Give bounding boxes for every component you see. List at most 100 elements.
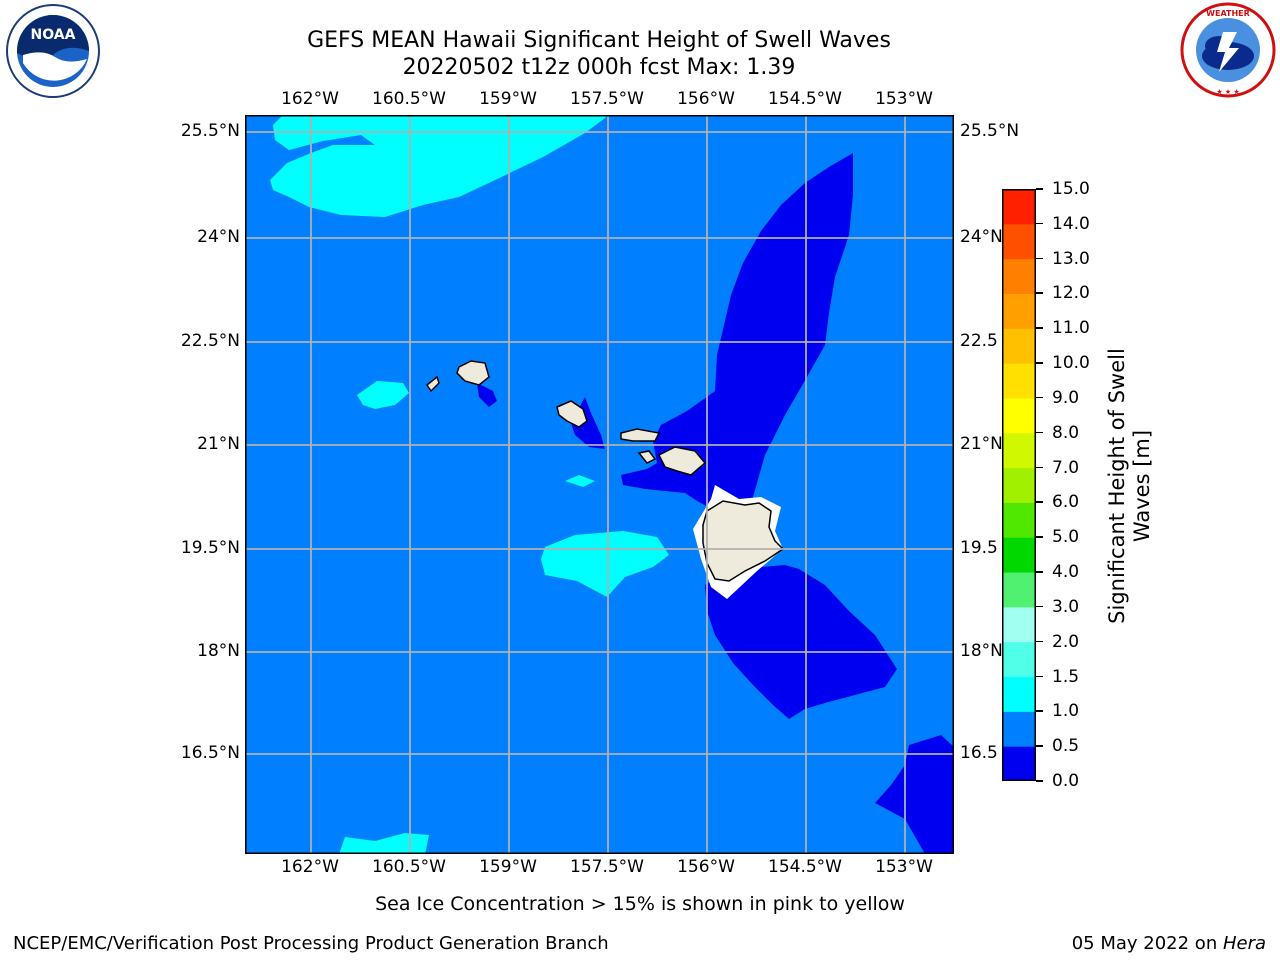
swell-0.0-0.5-region-kauai	[477, 383, 497, 407]
lon-tick-bottom: 160.5°W	[372, 857, 446, 877]
colorbar-tick-label: 13.0	[1052, 248, 1090, 269]
lat-tick-left: 19.5°N	[180, 538, 240, 558]
colorbar-tick-mark	[1036, 222, 1043, 225]
lon-tick-top: 154.5°W	[768, 89, 842, 109]
colorbar-tick-mark	[1036, 188, 1043, 190]
lon-tick-bottom: 157.5°W	[570, 857, 644, 877]
noaa-logo: NOAA	[6, 4, 100, 98]
swell-1.0-1.5-region-kauai-west	[357, 381, 409, 409]
lat-tick-right: 19.5	[960, 538, 998, 558]
svg-text:WEATHER: WEATHER	[1206, 9, 1250, 18]
colorbar-tick-label: 5.0	[1052, 527, 1080, 548]
colorbar-tick-mark	[1036, 431, 1043, 434]
footer-branch: NCEP/EMC/Verification Post Processing Pr…	[13, 933, 609, 954]
land-oahu	[556, 400, 588, 428]
lon-tick-top: 162°W	[281, 89, 339, 109]
colorbar-tick-label: 8.0	[1052, 422, 1080, 443]
lat-tick-left: 22.5°N	[180, 331, 240, 351]
colorbar-frame	[1002, 189, 1036, 781]
land-kauai	[456, 360, 490, 386]
swell-1.0-1.5-region-central-south	[541, 531, 669, 597]
footer-machine: Hera	[1222, 933, 1266, 954]
colorbar-tick-mark	[1036, 396, 1043, 399]
swell-1.0-1.5-region-north	[270, 115, 609, 217]
lat-tick-right: 25.5°N	[960, 121, 1020, 141]
colorbar-tick-mark	[1036, 362, 1043, 364]
colorbar-segment	[1002, 223, 1036, 260]
swell-0.0-0.5-region-southeast	[875, 735, 954, 854]
colorbar	[1002, 189, 1036, 781]
chart-title-line2: 20220502 t12z 000h fcst Max: 1.39	[402, 55, 796, 80]
colorbar-tick-mark	[1036, 327, 1043, 329]
colorbar-tick-label: 3.0	[1052, 596, 1080, 617]
colorbar-tick-label: 6.0	[1052, 492, 1080, 513]
lon-tick-bottom: 162°W	[281, 857, 339, 877]
colorbar-tick-mark	[1036, 780, 1043, 782]
colorbar-segment	[1002, 606, 1036, 643]
swell-1.0-1.5-region-small	[565, 475, 595, 487]
swell-1.0-1.5-region-south-edge	[339, 833, 429, 854]
colorbar-segment	[1002, 502, 1036, 538]
lon-tick-top: 160.5°W	[372, 89, 446, 109]
colorbar-segment	[1002, 676, 1036, 712]
footer-date: 05 May 2022 on Hera	[1072, 933, 1266, 954]
lat-tick-right: 18°N	[960, 641, 1003, 661]
lat-tick-right: 22.5	[960, 331, 998, 351]
lon-tick-top: 159°W	[479, 89, 537, 109]
colorbar-tick-label: 10.0	[1052, 353, 1090, 374]
colorbar-tick-mark	[1036, 501, 1043, 503]
colorbar-label: Significant Height of Swell Waves [m]	[1105, 336, 1155, 636]
colorbar-tick-mark	[1036, 292, 1043, 294]
land-molokai	[620, 428, 661, 442]
colorbar-segment	[1002, 258, 1036, 294]
colorbar-tick-mark	[1036, 675, 1043, 678]
lon-tick-top: 153°W	[875, 89, 933, 109]
colorbar-segment	[1002, 711, 1036, 747]
land-lanai-kahoolawe	[637, 450, 657, 464]
colorbar-tick-label: 15.0	[1052, 179, 1090, 199]
colorbar-segment	[1002, 432, 1036, 469]
lat-tick-left: 21°N	[197, 434, 240, 454]
svg-text:★ ★ ★: ★ ★ ★	[1216, 88, 1239, 96]
swell-height-map	[245, 115, 954, 854]
colorbar-segment	[1002, 572, 1036, 608]
colorbar-segment	[1002, 189, 1036, 225]
land-maui	[657, 446, 707, 476]
colorbar-segment	[1002, 467, 1036, 503]
colorbar-tick-label: 1.0	[1052, 701, 1080, 722]
lon-tick-top: 157.5°W	[570, 89, 644, 109]
colorbar-tick-label: 9.0	[1052, 387, 1080, 408]
sea-ice-note: Sea Ice Concentration > 15% is shown in …	[375, 893, 905, 915]
colorbar-tick-mark	[1036, 571, 1043, 573]
colorbar-segment	[1002, 746, 1036, 781]
swell-0.0-0.5-region-south	[705, 565, 897, 719]
chart-title-line1: GEFS MEAN Hawaii Significant Height of S…	[307, 28, 891, 53]
colorbar-segment	[1002, 293, 1036, 329]
lat-tick-right: 21°N	[960, 434, 1003, 454]
nws-logo: WEATHER ★ ★ ★	[1180, 2, 1276, 98]
lon-tick-bottom: 153°W	[875, 857, 933, 877]
colorbar-tick-label: 7.0	[1052, 457, 1080, 478]
colorbar-label-line2: Waves [m]	[1130, 429, 1154, 543]
colorbar-tick-label: 14.0	[1052, 213, 1090, 234]
colorbar-tick-mark	[1036, 605, 1043, 608]
lat-tick-left: 18°N	[197, 641, 240, 661]
lat-tick-left: 25.5°N	[180, 121, 240, 141]
colorbar-tick-mark	[1036, 745, 1043, 747]
colorbar-segment	[1002, 397, 1036, 434]
colorbar-tick-label: 1.5	[1052, 666, 1080, 687]
swell-0.0-0.5-region-main	[621, 153, 853, 513]
lon-tick-bottom: 154.5°W	[768, 857, 842, 877]
land-niihau	[425, 375, 440, 393]
land-big-island	[702, 500, 785, 582]
lat-tick-right: 16.5	[960, 743, 998, 763]
colorbar-tick-label: 12.0	[1052, 283, 1090, 304]
colorbar-tick-mark	[1036, 466, 1043, 469]
colorbar-tick-label: 11.0	[1052, 318, 1090, 339]
colorbar-tick-mark	[1036, 710, 1043, 712]
map-frame	[245, 115, 954, 854]
colorbar-tick-label: 0.0	[1052, 771, 1080, 791]
colorbar-segment	[1002, 328, 1036, 364]
noaa-logo-text: NOAA	[31, 27, 76, 43]
colorbar-tick-mark	[1036, 257, 1043, 260]
